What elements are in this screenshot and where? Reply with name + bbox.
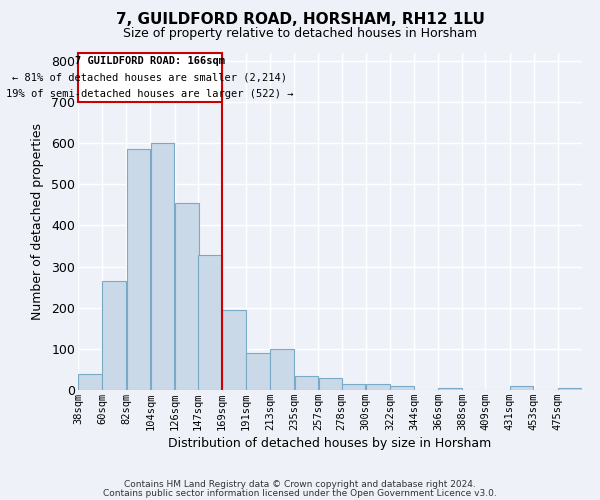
- Bar: [295, 376, 318, 390]
- Bar: [558, 388, 582, 390]
- Text: 7 GUILDFORD ROAD: 166sqm: 7 GUILDFORD ROAD: 166sqm: [75, 56, 225, 66]
- Bar: [151, 143, 175, 390]
- Bar: [439, 388, 462, 390]
- Text: Contains public sector information licensed under the Open Government Licence v3: Contains public sector information licen…: [103, 489, 497, 498]
- Bar: [246, 353, 270, 390]
- Bar: [103, 281, 126, 390]
- Bar: [510, 386, 533, 390]
- Bar: [198, 255, 221, 390]
- Bar: [222, 310, 246, 390]
- Bar: [366, 384, 389, 390]
- Bar: [78, 54, 222, 102]
- X-axis label: Distribution of detached houses by size in Horsham: Distribution of detached houses by size …: [169, 437, 491, 450]
- Bar: [342, 384, 365, 390]
- Text: Contains HM Land Registry data © Crown copyright and database right 2024.: Contains HM Land Registry data © Crown c…: [124, 480, 476, 489]
- Text: 7, GUILDFORD ROAD, HORSHAM, RH12 1LU: 7, GUILDFORD ROAD, HORSHAM, RH12 1LU: [116, 12, 484, 28]
- Bar: [175, 202, 199, 390]
- Bar: [390, 386, 414, 390]
- Text: 19% of semi-detached houses are larger (522) →: 19% of semi-detached houses are larger (…: [6, 90, 293, 100]
- Bar: [78, 374, 102, 390]
- Text: ← 81% of detached houses are smaller (2,214): ← 81% of detached houses are smaller (2,…: [13, 72, 287, 83]
- Text: Size of property relative to detached houses in Horsham: Size of property relative to detached ho…: [123, 28, 477, 40]
- Bar: [127, 149, 150, 390]
- Y-axis label: Number of detached properties: Number of detached properties: [31, 122, 44, 320]
- Bar: [271, 349, 294, 390]
- Bar: [319, 378, 343, 390]
